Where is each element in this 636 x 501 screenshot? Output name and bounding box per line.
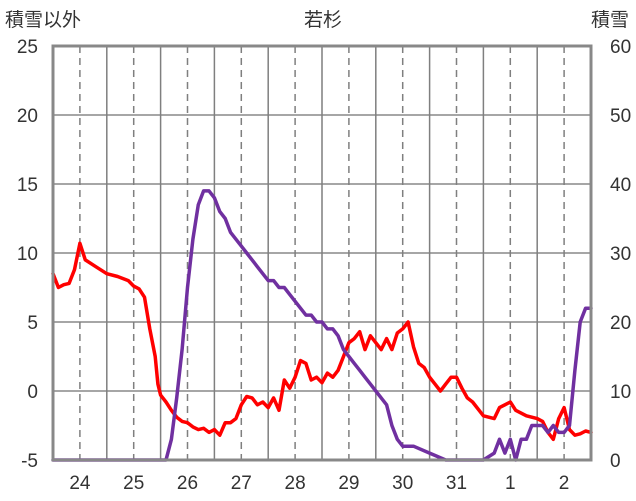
x-tick-label: 31	[446, 473, 467, 494]
x-tick-label: 28	[285, 473, 306, 494]
right-axis-ticks: 60 50 40 30 20 10 0	[610, 37, 631, 472]
x-axis-ticks: 24 25 26 27 28 29 30 31 1 2	[69, 473, 569, 494]
left-axis-ticks: 25 20 15 10 5 0 -5	[17, 37, 38, 472]
left-axis-title: 積雪以外	[5, 9, 81, 31]
right-tick-label: 30	[610, 244, 631, 265]
left-tick-label: 20	[17, 106, 38, 127]
right-tick-label: 50	[610, 106, 631, 127]
series-layer	[51, 189, 593, 462]
x-tick-label: 24	[69, 473, 91, 494]
plot-border	[51, 44, 593, 462]
x-tick-label: 1	[505, 473, 516, 494]
x-tick-label: 25	[123, 473, 144, 494]
grid	[53, 46, 592, 460]
x-tick-label: 30	[392, 473, 413, 494]
left-tick-label: 10	[17, 244, 38, 265]
series-line-1	[51, 241, 593, 442]
left-tick-label: 5	[27, 313, 38, 334]
chart-title: 若杉	[304, 9, 342, 31]
left-tick-label: 0	[27, 382, 38, 403]
right-tick-label: 60	[610, 37, 631, 58]
right-tick-label: 10	[610, 382, 631, 403]
left-tick-label: 25	[17, 37, 38, 58]
series-line-2	[51, 189, 593, 462]
x-tick-label: 29	[338, 473, 359, 494]
right-tick-label: 40	[610, 175, 631, 196]
x-tick-label: 27	[231, 473, 252, 494]
left-tick-label: -5	[21, 451, 38, 472]
right-tick-label: 0	[610, 451, 621, 472]
right-axis-title: 積雪	[591, 9, 629, 31]
x-tick-label: 2	[559, 473, 570, 494]
right-tick-label: 20	[610, 313, 631, 334]
x-tick-label: 26	[177, 473, 198, 494]
left-tick-label: 15	[17, 175, 38, 196]
